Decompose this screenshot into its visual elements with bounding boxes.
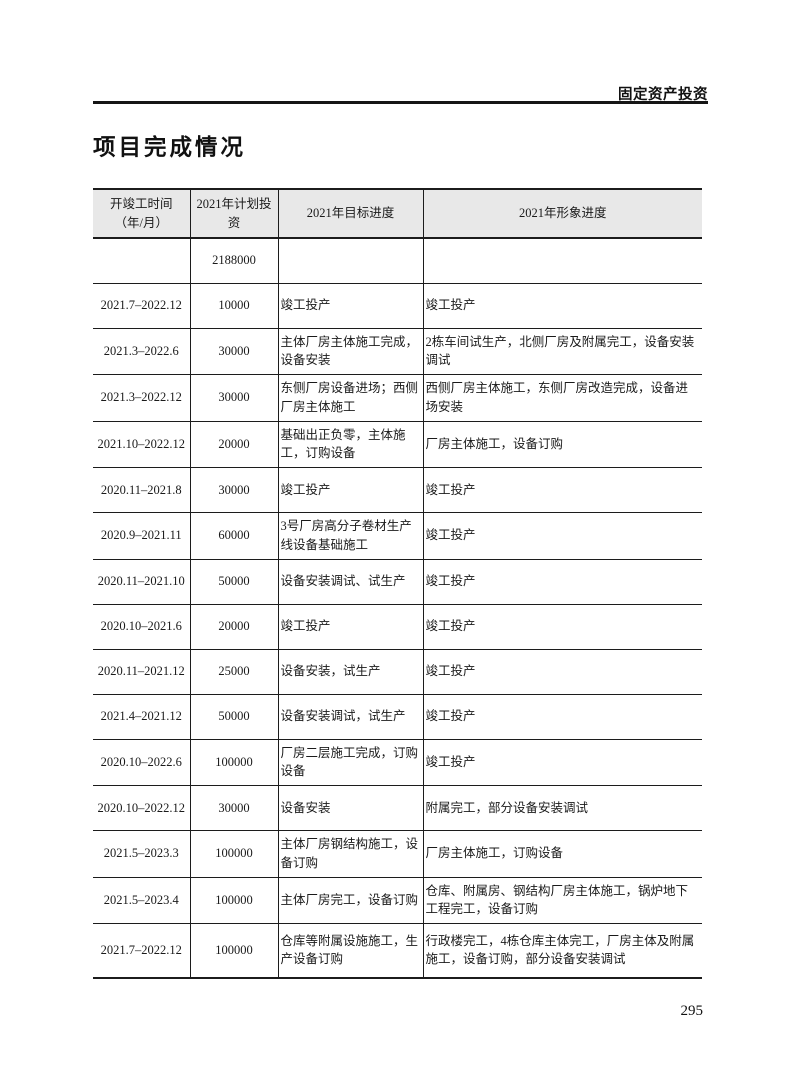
- table-row: 2188000: [93, 238, 702, 284]
- cell-image-progress: 厂房主体施工，订购设备: [423, 830, 702, 878]
- cell-image-progress: 2栋车间试生产，北侧厂房及附属完工，设备安装调试: [423, 328, 702, 375]
- table-row: 2020.10–2021.6 20000 竣工投产 竣工投产: [93, 604, 702, 650]
- table-row: 2021.5–2023.4 100000 主体厂房完工，设备订购 仓库、附属房、…: [93, 877, 702, 924]
- table-row: 2020.10–2022.12 30000 设备安装 附属完工，部分设备安装调试: [93, 785, 702, 831]
- page-number: 295: [680, 1003, 704, 1019]
- cell-time: 2020.11–2021.10: [93, 559, 191, 605]
- header-rule: [93, 101, 708, 104]
- table-row: 2021.5–2023.3 100000 主体厂房钢结构施工，设备订购 厂房主体…: [93, 830, 702, 878]
- cell-time: 2021.10–2022.12: [93, 421, 191, 468]
- col-header-time: 开竣工时间 （年/月）: [93, 189, 191, 239]
- cell-time: 2021.5–2023.3: [93, 830, 191, 878]
- cell-image-progress: 西侧厂房主体施工，东侧厂房改造完成，设备进场安装: [423, 374, 702, 422]
- cell-image-progress: 附属完工，部分设备安装调试: [423, 785, 702, 831]
- cell-time: 2021.7–2022.12: [93, 923, 191, 978]
- cell-image-progress: 竣工投产: [423, 739, 702, 786]
- cell-investment: 10000: [190, 283, 279, 329]
- cell-time: 2020.11–2021.8: [93, 467, 191, 513]
- cell-image-progress: 竣工投产: [423, 559, 702, 605]
- cell-investment: 50000: [190, 559, 279, 605]
- cell-investment: 50000: [190, 694, 279, 740]
- cell-image-progress: 竣工投产: [423, 604, 702, 650]
- cell-investment: 100000: [190, 739, 279, 786]
- cell-image-progress: 竣工投产: [423, 512, 702, 560]
- cell-investment: 2188000: [190, 238, 279, 284]
- cell-time: 2020.10–2022.12: [93, 785, 191, 831]
- table-header-row: 开竣工时间 （年/月） 2021年计划投资 2021年目标进度 2021年形象进…: [93, 189, 702, 239]
- cell-investment: 25000: [190, 649, 279, 695]
- cell-investment: 30000: [190, 785, 279, 831]
- cell-target-progress: 竣工投产: [278, 604, 424, 650]
- cell-time: 2020.11–2021.12: [93, 649, 191, 695]
- cell-image-progress: [423, 238, 702, 284]
- col-header-image-progress: 2021年形象进度: [423, 189, 702, 239]
- table-row: 2020.11–2021.8 30000 竣工投产 竣工投产: [93, 467, 702, 513]
- cell-target-progress: 设备安装调试，试生产: [278, 694, 424, 740]
- cell-target-progress: 设备安装，试生产: [278, 649, 424, 695]
- cell-time: 2020.10–2021.6: [93, 604, 191, 650]
- cell-investment: 100000: [190, 830, 279, 878]
- col-header-target-progress: 2021年目标进度: [278, 189, 424, 239]
- cell-investment: 30000: [190, 328, 279, 375]
- cell-investment: 100000: [190, 923, 279, 978]
- table-row: 2021.7–2022.12 10000 竣工投产 竣工投产: [93, 283, 702, 329]
- cell-target-progress: 东侧厂房设备进场；西侧厂房主体施工: [278, 374, 424, 422]
- cell-target-progress: 3号厂房高分子卷材生产线设备基础施工: [278, 512, 424, 560]
- cell-target-progress: 设备安装: [278, 785, 424, 831]
- cell-investment: 30000: [190, 374, 279, 422]
- cell-time: 2021.7–2022.12: [93, 283, 191, 329]
- table-row: 2021.3–2022.12 30000 东侧厂房设备进场；西侧厂房主体施工 西…: [93, 374, 702, 422]
- cell-target-progress: 竣工投产: [278, 283, 424, 329]
- cell-target-progress: 主体厂房主体施工完成，设备安装: [278, 328, 424, 375]
- cell-time: 2021.5–2023.4: [93, 877, 191, 924]
- cell-time: 2021.3–2022.6: [93, 328, 191, 375]
- cell-investment: 60000: [190, 512, 279, 560]
- cell-image-progress: 仓库、附属房、钢结构厂房主体施工，锅炉地下工程完工，设备订购: [423, 877, 702, 924]
- table-row: 2021.4–2021.12 50000 设备安装调试，试生产 竣工投产: [93, 694, 702, 740]
- page-title: 项目完成情况: [93, 135, 247, 160]
- cell-investment: 20000: [190, 421, 279, 468]
- table-row: 2020.11–2021.10 50000 设备安装调试、试生产 竣工投产: [93, 559, 702, 605]
- cell-image-progress: 行政楼完工，4栋仓库主体完工，厂房主体及附属施工，设备订购，部分设备安装调试: [423, 923, 702, 978]
- col-header-time-line1: 开竣工时间: [109, 196, 173, 211]
- cell-target-progress: 设备安装调试、试生产: [278, 559, 424, 605]
- cell-target-progress: 基础出正负零，主体施工，订购设备: [278, 421, 424, 468]
- cell-investment: 30000: [190, 467, 279, 513]
- cell-image-progress: 竣工投产: [423, 649, 702, 695]
- cell-time: [93, 238, 191, 284]
- cell-time: 2021.4–2021.12: [93, 694, 191, 740]
- cell-time: 2020.10–2022.6: [93, 739, 191, 786]
- cell-target-progress: 主体厂房完工，设备订购: [278, 877, 424, 924]
- cell-investment: 100000: [190, 877, 279, 924]
- cell-investment: 20000: [190, 604, 279, 650]
- table-row: 2021.7–2022.12 100000 仓库等附属设施施工，生产设备订购 行…: [93, 923, 702, 978]
- project-completion-table: 开竣工时间 （年/月） 2021年计划投资 2021年目标进度 2021年形象进…: [93, 188, 702, 979]
- table-row: 2021.3–2022.6 30000 主体厂房主体施工完成，设备安装 2栋车间…: [93, 328, 702, 375]
- cell-target-progress: 主体厂房钢结构施工，设备订购: [278, 830, 424, 878]
- table-row: 2020.11–2021.12 25000 设备安装，试生产 竣工投产: [93, 649, 702, 695]
- cell-image-progress: 竣工投产: [423, 694, 702, 740]
- cell-time: 2020.9–2021.11: [93, 512, 191, 560]
- col-header-time-line2: （年/月）: [114, 215, 168, 230]
- cell-target-progress: 厂房二层施工完成，订购设备: [278, 739, 424, 786]
- cell-image-progress: 竣工投产: [423, 283, 702, 329]
- table-row: 2021.10–2022.12 20000 基础出正负零，主体施工，订购设备 厂…: [93, 421, 702, 468]
- table-row: 2020.10–2022.6 100000 厂房二层施工完成，订购设备 竣工投产: [93, 739, 702, 786]
- cell-target-progress: 仓库等附属设施施工，生产设备订购: [278, 923, 424, 978]
- cell-image-progress: 厂房主体施工，设备订购: [423, 421, 702, 468]
- running-header: 固定资产投资: [618, 87, 708, 103]
- col-header-planned-investment: 2021年计划投资: [190, 189, 279, 239]
- table-row: 2020.9–2021.11 60000 3号厂房高分子卷材生产线设备基础施工 …: [93, 512, 702, 560]
- cell-time: 2021.3–2022.12: [93, 374, 191, 422]
- cell-target-progress: 竣工投产: [278, 467, 424, 513]
- cell-image-progress: 竣工投产: [423, 467, 702, 513]
- cell-target-progress: [278, 238, 424, 284]
